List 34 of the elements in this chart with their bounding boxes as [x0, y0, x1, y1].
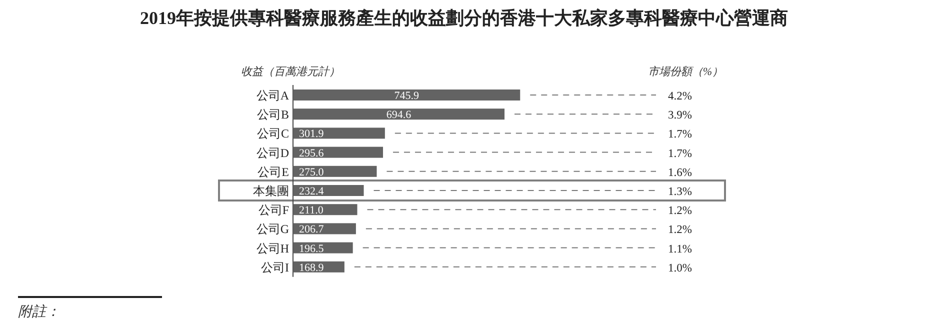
data-label: 694.6 — [386, 109, 412, 122]
data-label: 275.0 — [299, 166, 324, 178]
text: 3.9% — [668, 110, 692, 122]
text: 1.2% — [668, 205, 692, 218]
chart-title: 2019年按提供專科醫療服務產生的收益劃分的香港十大私家多專科醫療中心營運商 — [140, 8, 788, 28]
data-label: 295.6 — [299, 147, 324, 160]
text: 4.2% — [668, 90, 692, 102]
y-tick-label: 公司D — [256, 146, 290, 160]
data-label: 301.9 — [299, 128, 324, 140]
y-tick-label: 公司I — [261, 260, 289, 274]
data-label: 206.7 — [299, 224, 324, 236]
text: 1.0% — [668, 262, 692, 274]
data-label: 196.5 — [299, 242, 324, 255]
y-tick-label: 公司C — [256, 126, 289, 141]
x-axis-title: 收益（百萬港元計） — [241, 65, 340, 78]
text: 附註： — [18, 304, 60, 320]
y-tick-label: 公司B — [256, 108, 289, 122]
data-label: 745.9 — [394, 90, 420, 102]
y-tick-label: 公司A — [256, 88, 290, 102]
text: 市場份額（%） — [648, 65, 723, 78]
y-tick-label: 公司H — [256, 241, 290, 256]
data-label: 211.0 — [299, 204, 324, 217]
data-label: 168.9 — [299, 262, 324, 274]
y-tick-label: 本集團 — [253, 184, 289, 198]
text: 1.1% — [668, 243, 692, 256]
text: 1.2% — [668, 224, 692, 236]
y-tick-label: 公司G — [256, 222, 290, 236]
y-tick-label: 公司E — [258, 164, 289, 179]
y-tick-label: 公司F — [258, 203, 290, 218]
text: 1.3% — [668, 186, 692, 198]
text: 1.6% — [668, 166, 692, 179]
data-label: 232.4 — [299, 186, 324, 198]
text: 1.7% — [668, 148, 692, 160]
text: 1.7% — [668, 128, 692, 141]
